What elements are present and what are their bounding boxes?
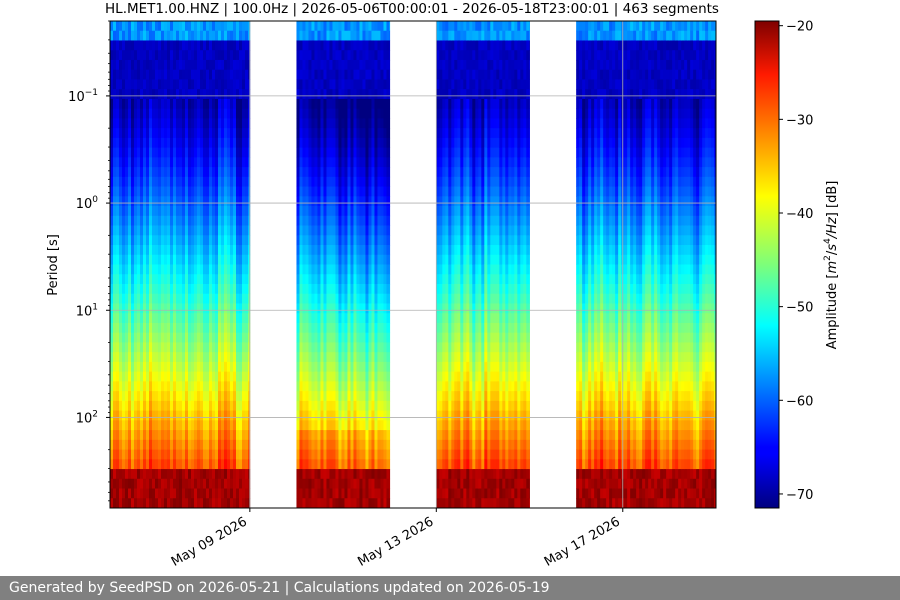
y-tick-label: 100 (76, 195, 99, 212)
colorbar-label-m: m (825, 261, 840, 274)
plot-frame (109, 20, 717, 509)
colorbar-tick-label: −60 (786, 394, 813, 409)
colorbar-label-slash: / (825, 250, 840, 255)
colorbar-ticks: −20 −30 −40 −50 −60 −70 (779, 20, 813, 503)
colorbar-label: Amplitude [m2/s4/Hz] [dB] (823, 181, 840, 350)
x-axis: May 09 2026 May 13 2026 May 17 2026 (169, 508, 624, 570)
colorbar-label-sup1: 2 (823, 255, 833, 261)
colorbar-label-pre: Amplitude [ (825, 274, 840, 350)
grid (110, 21, 716, 508)
colorbar-label-s: s (825, 244, 840, 251)
y-axis-label: Period [s] (46, 234, 61, 296)
chart-title: HL.MET1.00.HNZ | 100.0Hz | 2026-05-06T00… (105, 1, 719, 17)
y-tick-label: 102 (76, 409, 98, 426)
colorbar-label-hz: /Hz (825, 216, 840, 239)
heatmap-area (110, 21, 717, 509)
colorbar-tick-label: −50 (786, 301, 813, 316)
y-tick-label: 101 (76, 302, 98, 319)
colorbar-label-post: ] [dB] (825, 181, 840, 218)
y-axis: 10−1 100 101 102 (68, 20, 110, 502)
footer-text: Generated by SeedPSD on 2026-05-21 | Cal… (9, 580, 550, 596)
colorbar-tick-label: −30 (786, 113, 813, 128)
x-tick-label: May 09 2026 (169, 514, 250, 569)
y-tick-label: 10−1 (68, 88, 98, 105)
footer: Generated by SeedPSD on 2026-05-21 | Cal… (0, 576, 900, 600)
colorbar-tick-label: −70 (786, 488, 813, 503)
x-tick-label: May 17 2026 (542, 514, 623, 569)
colorbar-tick-label: −40 (786, 207, 813, 222)
colorbar (754, 20, 780, 509)
x-tick-label: May 13 2026 (355, 514, 436, 569)
spectrogram-chart: HL.MET1.00.HNZ | 100.0Hz | 2026-05-06T00… (46, 1, 840, 570)
colorbar-label-sup2: 4 (823, 238, 833, 244)
colorbar-tick-label: −20 (786, 20, 813, 35)
